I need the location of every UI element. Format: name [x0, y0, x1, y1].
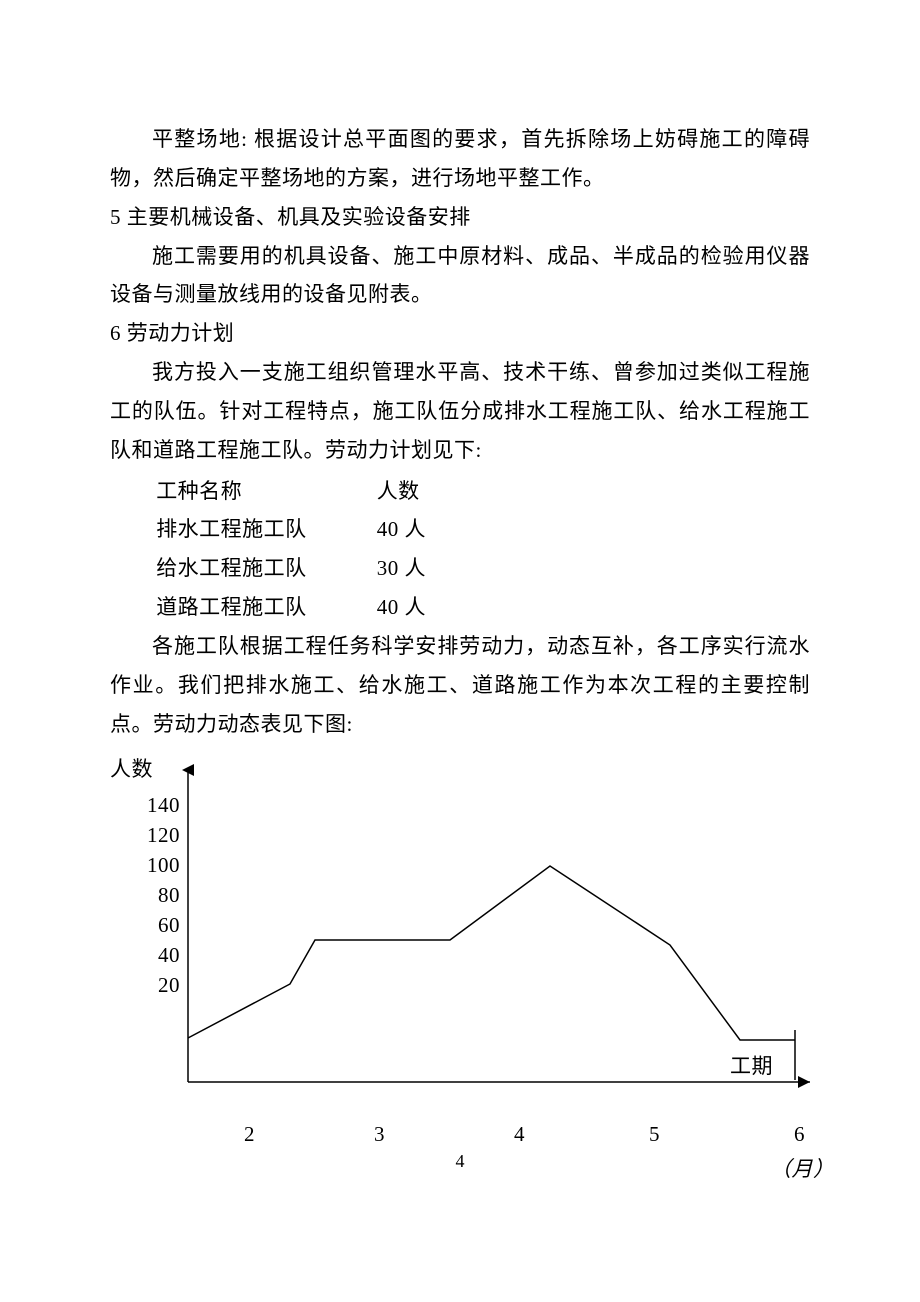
table-cell-name: 排水工程施工队 — [156, 510, 377, 549]
chart-x-tick-label: 5 — [649, 1115, 660, 1154]
page-content: 平整场地: 根据设计总平面图的要求，首先拆除场上妨碍施工的障碍物，然后确定平整场… — [0, 0, 920, 1220]
table-header-row: 工种名称 人数 — [156, 472, 810, 511]
chart-x-axis-label: 工期 — [730, 1047, 773, 1086]
chart-x-tick-label: 6 — [794, 1115, 805, 1154]
table-cell-name: 给水工程施工队 — [156, 549, 377, 588]
table-header-count: 人数 — [377, 472, 503, 511]
paragraph-labor-plan: 我方投入一支施工组织管理水平高、技术干练、曾参加过类似工程施工的队伍。针对工程特… — [110, 353, 810, 470]
labor-table: 工种名称 人数 排水工程施工队 40 人 给水工程施工队 30 人 道路工程施工… — [156, 472, 810, 627]
table-row: 给水工程施工队 30 人 — [156, 549, 810, 588]
paragraph-equipment: 施工需要用的机具设备、施工中原材料、成品、半成品的检验用仪器设备与测量放线用的设… — [110, 237, 810, 315]
heading-6: 6 劳动力计划 — [110, 314, 810, 353]
labor-dynamic-chart: 人数 14012010080604020 工期 23456 （月） — [110, 750, 810, 1180]
chart-y-tick-label: 20 — [134, 966, 180, 1005]
chart-x-tick-label: 3 — [374, 1115, 385, 1154]
table-row: 道路工程施工队 40 人 — [156, 588, 810, 627]
chart-x-tick-label: 4 — [514, 1115, 525, 1154]
table-cell-count: 40 人 — [377, 510, 503, 549]
chart-svg — [110, 750, 820, 1095]
chart-data-line — [188, 866, 795, 1040]
table-row: 排水工程施工队 40 人 — [156, 510, 810, 549]
paragraph-control-points: 各施工队根据工程任务科学安排劳动力，动态互补，各工序实行流水作业。我们把排水施工… — [110, 627, 810, 744]
page-number: 4 — [0, 1151, 920, 1172]
chart-x-tick-label: 2 — [244, 1115, 255, 1154]
table-cell-count: 30 人 — [377, 549, 503, 588]
table-header-name: 工种名称 — [156, 472, 377, 511]
paragraph-site-leveling: 平整场地: 根据设计总平面图的要求，首先拆除场上妨碍施工的障碍物，然后确定平整场… — [110, 120, 810, 198]
table-cell-name: 道路工程施工队 — [156, 588, 377, 627]
heading-5: 5 主要机械设备、机具及实验设备安排 — [110, 198, 810, 237]
table-cell-count: 40 人 — [377, 588, 503, 627]
